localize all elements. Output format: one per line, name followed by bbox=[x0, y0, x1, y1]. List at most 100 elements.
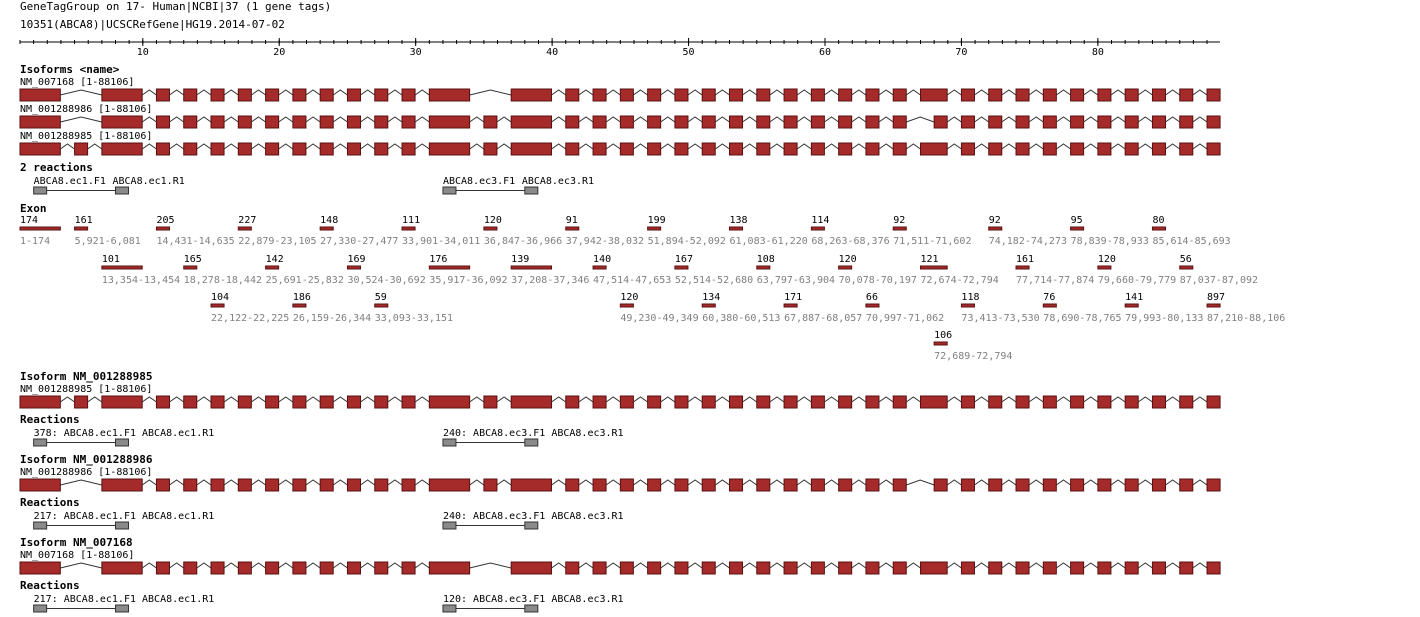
intron bbox=[905, 562, 921, 569]
exon-box bbox=[1070, 478, 1085, 492]
intron bbox=[714, 562, 730, 569]
exon-length: 118 bbox=[961, 292, 979, 303]
exon-box bbox=[401, 561, 416, 575]
exon-box bbox=[647, 395, 662, 409]
isoform-name: NM_001288985 [1-88106] bbox=[20, 131, 152, 142]
exon-bar bbox=[619, 303, 634, 308]
intron bbox=[878, 116, 894, 123]
intron bbox=[1192, 396, 1208, 403]
exon-box bbox=[1042, 478, 1057, 492]
exon-length: 140 bbox=[593, 254, 611, 265]
exon-box bbox=[401, 142, 416, 156]
primer-forward bbox=[33, 186, 48, 195]
intron bbox=[141, 479, 157, 486]
exon-box bbox=[155, 88, 170, 102]
exon-bar bbox=[865, 303, 880, 308]
intron bbox=[1083, 89, 1099, 96]
exon-range: 67,887-68,057 bbox=[784, 313, 862, 324]
ruler-label: 20 bbox=[273, 47, 285, 58]
reaction-label: 217: ABCA8.ec1.F1 ABCA8.ec1.R1 bbox=[34, 594, 215, 605]
exon-bar bbox=[1042, 303, 1057, 308]
exon-box bbox=[988, 561, 1003, 575]
exon-box bbox=[374, 88, 389, 102]
exon-range: 22,122-22,225 bbox=[211, 313, 289, 324]
exon-box bbox=[265, 142, 280, 156]
intron bbox=[305, 89, 321, 96]
exon-length: 59 bbox=[375, 292, 387, 303]
exon-box bbox=[183, 142, 198, 156]
intron bbox=[851, 89, 867, 96]
intron bbox=[851, 143, 867, 150]
exon-box bbox=[960, 561, 975, 575]
exon-box bbox=[292, 115, 307, 129]
exon-box bbox=[1124, 142, 1139, 156]
intron bbox=[769, 89, 785, 96]
intron bbox=[687, 116, 703, 123]
exon-box bbox=[701, 395, 716, 409]
intron bbox=[332, 143, 348, 150]
exon-box bbox=[728, 561, 744, 575]
exon-box bbox=[1097, 561, 1112, 575]
exon-length: 120 bbox=[1098, 254, 1116, 265]
exon-range: 30,524-30,692 bbox=[347, 275, 425, 286]
intron bbox=[278, 143, 294, 150]
exon-range: 35,917-36,092 bbox=[429, 275, 507, 286]
exon-box bbox=[701, 142, 716, 156]
exon-box bbox=[1179, 142, 1194, 156]
exon-box bbox=[1124, 561, 1139, 575]
exon-box bbox=[265, 478, 280, 492]
exon-range: 85,614-85,693 bbox=[1152, 236, 1230, 247]
reaction-label: 378: ABCA8.ec1.F1 ABCA8.ec1.R1 bbox=[34, 428, 215, 439]
exon-box bbox=[1124, 478, 1139, 492]
exon-box bbox=[756, 142, 771, 156]
intron bbox=[1165, 116, 1181, 123]
exon-bar bbox=[647, 226, 662, 231]
intron bbox=[387, 143, 403, 150]
intron bbox=[278, 89, 294, 96]
intron bbox=[1028, 479, 1044, 486]
intron bbox=[223, 562, 239, 569]
exon-box bbox=[728, 115, 744, 129]
exon-box bbox=[674, 478, 689, 492]
exon-box bbox=[292, 88, 307, 102]
isoform-name: NM_007168 [1-88106] bbox=[20, 550, 134, 561]
exon-box bbox=[920, 561, 948, 575]
exon-bar bbox=[920, 265, 948, 270]
intron bbox=[1056, 89, 1071, 96]
exon-box bbox=[701, 115, 716, 129]
ruler-label: 40 bbox=[546, 47, 558, 58]
exon-box bbox=[510, 561, 553, 575]
intron bbox=[578, 396, 594, 403]
intron bbox=[305, 143, 321, 150]
intron bbox=[824, 562, 839, 569]
intron bbox=[332, 89, 348, 96]
exon-bar bbox=[701, 303, 716, 308]
exon-box bbox=[101, 561, 143, 575]
intron bbox=[1001, 89, 1017, 96]
isoform-name: NM_001288985 [1-88106] bbox=[20, 384, 152, 395]
exon-range: 27,330-27,477 bbox=[320, 236, 398, 247]
exon-box bbox=[265, 115, 280, 129]
exon-box bbox=[237, 478, 252, 492]
exon-range: 87,037-87,092 bbox=[1180, 275, 1258, 286]
exon-range: 33,093-33,151 bbox=[375, 313, 453, 324]
exon-length: 104 bbox=[211, 292, 229, 303]
primer-label: ABCA8.ec1.R1 bbox=[113, 176, 185, 187]
gene-label: 10351(ABCA8)|UCSCRefGene|HG19.2014-07-02 bbox=[20, 18, 285, 31]
intron bbox=[87, 396, 103, 403]
exon-bar bbox=[483, 226, 498, 231]
intron bbox=[1083, 396, 1099, 403]
intron bbox=[905, 396, 921, 403]
intron bbox=[1028, 116, 1044, 123]
intron bbox=[305, 116, 321, 123]
exon-box bbox=[401, 88, 416, 102]
exon-box bbox=[647, 561, 662, 575]
intron bbox=[660, 479, 676, 486]
exon-box bbox=[865, 142, 880, 156]
ruler-label: 60 bbox=[819, 47, 831, 58]
exon-bar bbox=[19, 226, 61, 231]
exon-range: 22,879-23,105 bbox=[238, 236, 316, 247]
exon-box bbox=[210, 478, 225, 492]
exon-box bbox=[1179, 395, 1194, 409]
exon-box bbox=[265, 395, 280, 409]
